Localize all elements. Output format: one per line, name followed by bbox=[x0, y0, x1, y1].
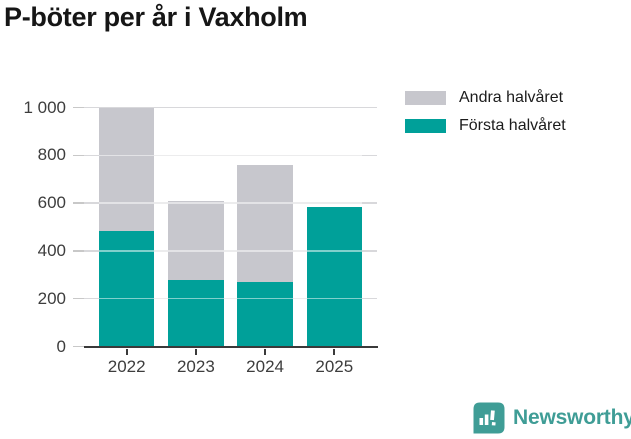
x-axis-tick bbox=[125, 348, 128, 356]
gridline-overlay bbox=[99, 250, 362, 252]
legend-label: Andra halvåret bbox=[459, 88, 564, 106]
gridline bbox=[84, 106, 377, 109]
x-axis-tick bbox=[333, 348, 336, 356]
chart-title: P-böter per år i Vaxholm bbox=[4, 2, 308, 32]
y-axis-tick bbox=[73, 345, 84, 348]
y-axis-tick bbox=[73, 202, 84, 204]
bar-segment-f-rsta-halv-ret bbox=[237, 281, 293, 347]
legend-item-andra-halvaret: Andra halvåret bbox=[405, 88, 566, 106]
y-tick-label: 0 bbox=[56, 336, 66, 356]
newsworthy-wordmark: Newsworthy bbox=[513, 406, 631, 429]
bar-segment-f-rsta-halv-ret bbox=[306, 206, 363, 347]
bar-segment-andra-halv-ret bbox=[237, 164, 293, 282]
x-tick-label: 2022 bbox=[107, 357, 146, 376]
legend-item-forsta-halvaret: Första halvåret bbox=[405, 116, 566, 134]
y-tick-label: 1 000 bbox=[23, 97, 66, 117]
gridline-overlay bbox=[99, 297, 362, 300]
bar-segment-andra-halv-ret bbox=[168, 200, 224, 280]
bar-segment-andra-halv-ret bbox=[98, 107, 155, 231]
y-axis-tick bbox=[73, 106, 84, 109]
x-tick-label: 2024 bbox=[246, 357, 284, 376]
gridline-overlay bbox=[99, 202, 362, 204]
bar-segment-f-rsta-halv-ret bbox=[168, 279, 224, 347]
bar-chart-speech-bubble-icon bbox=[473, 402, 505, 434]
bar-segment-f-rsta-halv-ret bbox=[98, 230, 155, 347]
x-axis-tick bbox=[264, 348, 267, 356]
y-tick-label: 200 bbox=[37, 288, 66, 308]
y-axis-tick bbox=[73, 297, 84, 300]
x-tick-label: 2023 bbox=[176, 357, 215, 376]
y-tick-label: 800 bbox=[37, 145, 66, 165]
x-axis-tick bbox=[194, 348, 197, 356]
legend-swatch-andra bbox=[405, 90, 446, 105]
x-axis-line bbox=[84, 345, 378, 349]
newsworthy-logo: Newsworthy bbox=[473, 402, 631, 434]
y-axis-tick bbox=[73, 250, 84, 252]
legend-swatch-forsta bbox=[405, 118, 446, 133]
gridline-overlay bbox=[99, 154, 362, 157]
legend: Andra halvåret Första halvåret bbox=[405, 88, 566, 146]
x-tick-label: 2025 bbox=[315, 357, 354, 376]
y-tick-label: 400 bbox=[37, 240, 66, 260]
y-axis-tick bbox=[73, 154, 84, 157]
legend-label: Första halvåret bbox=[459, 116, 566, 134]
y-tick-label: 600 bbox=[37, 193, 66, 213]
